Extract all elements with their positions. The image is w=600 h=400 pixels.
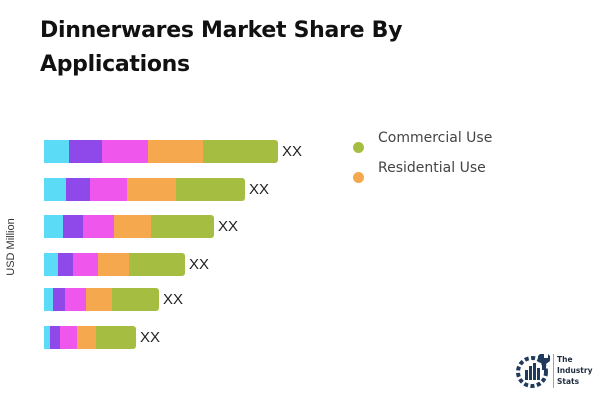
legend-label: Commercial Use [378,130,493,146]
bar-value-label: XX [189,256,210,273]
legend-dot-icon [353,142,364,153]
gear-wrench-logo-icon [516,354,550,388]
bar-segment [98,253,129,276]
bar-segment [58,253,73,276]
bar-segment [129,253,185,276]
bar-segment [44,140,69,163]
bar-segment [86,288,112,311]
legend-label: Residential Use [378,160,486,176]
bar-segment [203,140,278,163]
logo-text-line: Industry [557,366,593,375]
logo-divider [553,354,554,388]
stacked-bar-5 [44,288,159,311]
legend-dot-icon [353,172,364,183]
bar-segment [66,178,90,201]
bar-segment [96,326,136,349]
bar-segment [77,326,96,349]
bar-segment [44,326,50,349]
logo-text: The Industry Stats [557,354,592,387]
logo-text-line: Stats [557,377,580,386]
chart-title-line-1: Dinnerwares Market Share By [40,18,403,43]
stacked-bar-1 [44,140,278,163]
stacked-bar-2 [44,178,245,201]
stacked-bar-3 [44,215,214,238]
bar-chart-area: XX XX XX XX XX XX [44,140,303,349]
stacked-bar-6 [44,326,136,349]
bar-segment [65,288,86,311]
bar-segment [44,288,53,311]
bar-segment [112,288,159,311]
bar-segment [148,140,203,163]
bar-segment [151,215,214,238]
bar-value-label: XX [282,143,303,160]
bar-segment [50,326,60,349]
stacked-bar-4 [44,253,185,276]
the-industry-stats-logo: The Industry Stats [513,352,593,392]
bar-segment [60,326,77,349]
bar-segment [73,253,98,276]
bar-segment [44,215,63,238]
bar-segment [90,178,127,201]
chart-title-line-2: Applications [40,52,190,77]
bar-value-label: XX [163,291,184,308]
bar-segment [114,215,151,238]
bar-value-label: XX [218,218,239,235]
bar-segment [83,215,114,238]
bar-segment [63,215,83,238]
bar-value-label: XX [249,181,270,198]
bar-segment [69,140,102,163]
bar-segment [44,253,58,276]
bar-segment [176,178,245,201]
logo-text-line: The [557,355,573,364]
bar-segment [102,140,148,163]
bar-segment [44,178,66,201]
chart-title: Dinnerwares Market Share By Applications [40,14,460,82]
bar-segment [127,178,176,201]
bar-value-label: XX [140,329,161,346]
bar-segment [53,288,65,311]
